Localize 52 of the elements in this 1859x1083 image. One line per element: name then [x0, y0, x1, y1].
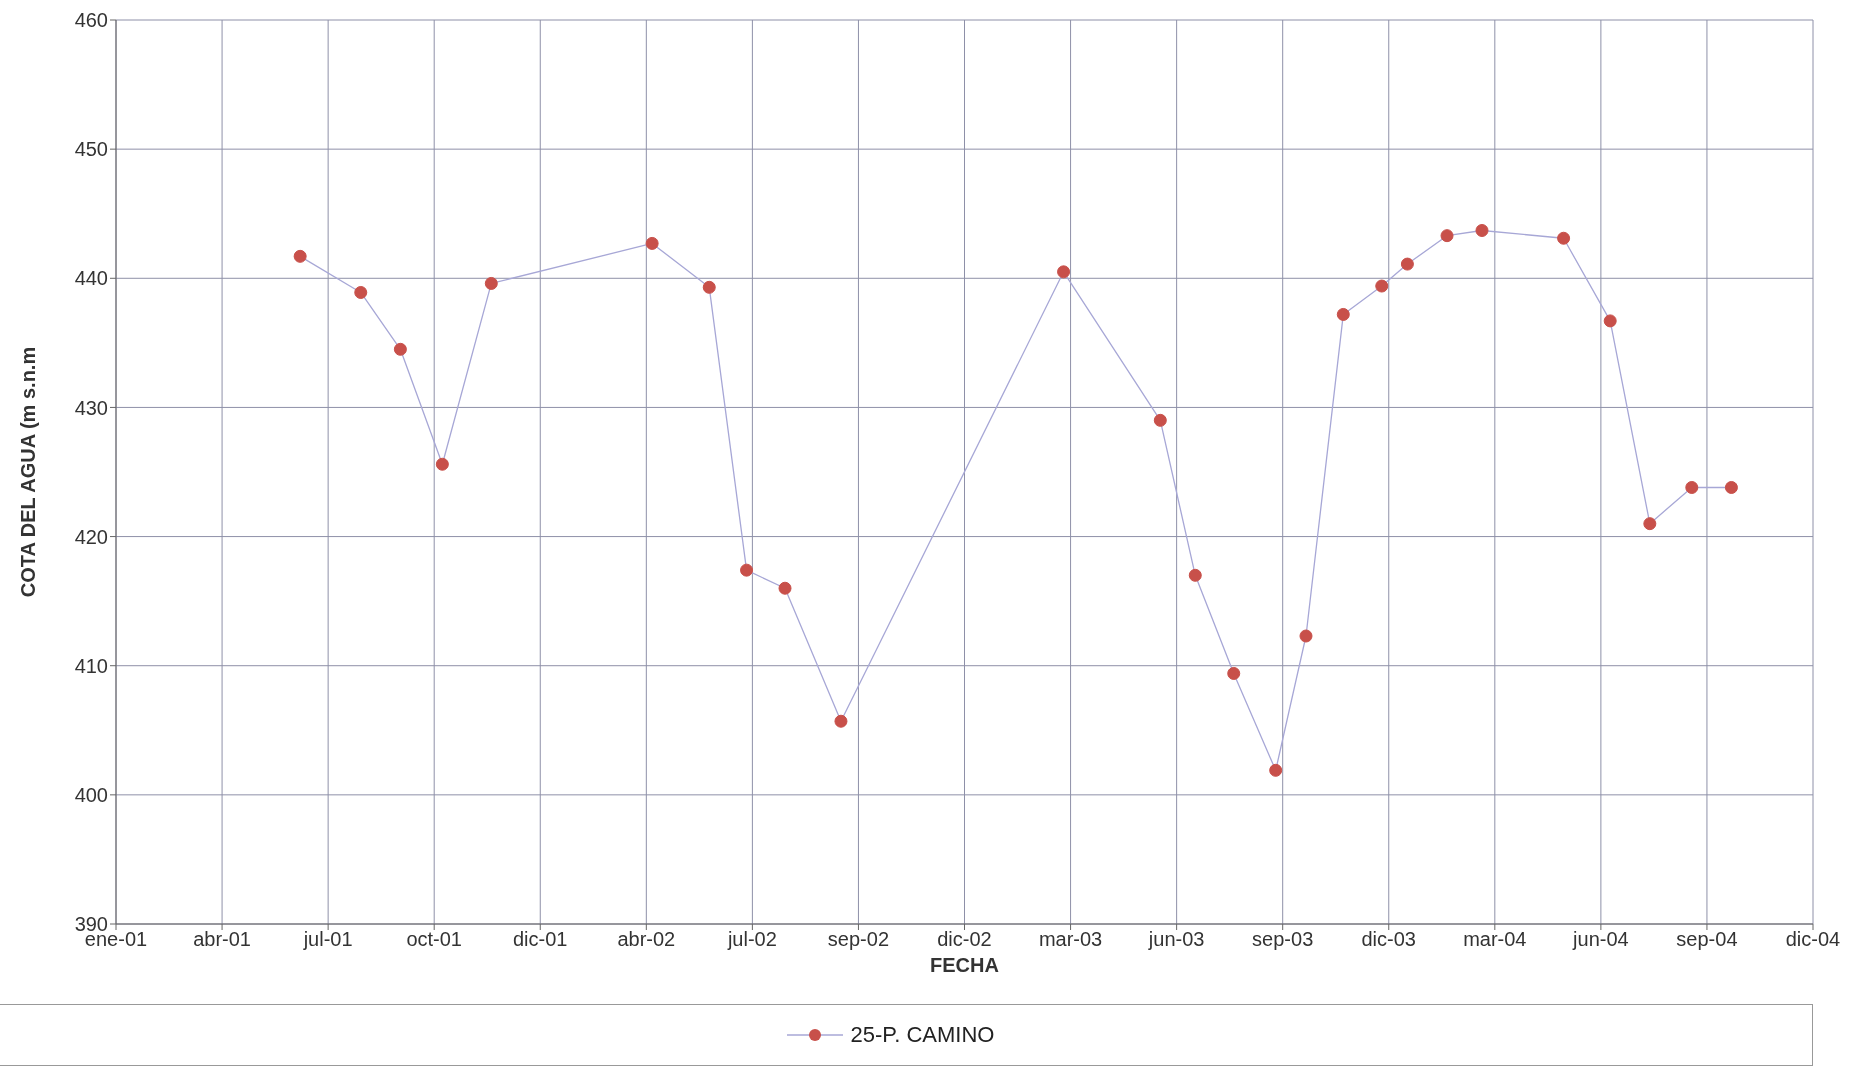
point: [354, 285, 368, 299]
y-tick-label: 440: [74, 267, 108, 290]
point: [1643, 517, 1657, 531]
y-tick-label: 450: [74, 138, 108, 161]
point: [1188, 568, 1202, 582]
x-tick-label: sep-03: [1252, 928, 1314, 951]
point: [1440, 229, 1454, 243]
y-tick-label: 430: [74, 396, 108, 419]
point: [1375, 279, 1389, 293]
x-tick-label: dic-02: [937, 928, 992, 951]
x-tick-label: jun-04: [1572, 928, 1629, 951]
y-axis-title: COTA DEL AGUA (m s.n.m: [17, 346, 40, 598]
x-tick-label: jun-03: [1147, 928, 1205, 951]
x-axis-title: FECHA: [930, 954, 999, 976]
legend-label: 25-P. CAMINO: [849, 1022, 995, 1048]
point: [1227, 666, 1241, 680]
point: [293, 249, 307, 263]
y-tick-label: 460: [74, 9, 108, 32]
point: [1299, 629, 1313, 643]
x-tick-label: mar-03: [1038, 928, 1103, 951]
x-tick-label: sep-04: [1676, 928, 1738, 951]
point: [1475, 224, 1489, 237]
x-tick-label: oct-01: [406, 928, 462, 951]
point: [1269, 763, 1283, 777]
x-tick-label: dic-03: [1361, 928, 1416, 951]
point: [1603, 314, 1617, 328]
point: [1557, 231, 1571, 245]
point: [778, 581, 792, 595]
x-tick-label: sep-02: [827, 928, 890, 951]
x-tick-label: dic-04: [1785, 928, 1841, 951]
point: [435, 457, 449, 471]
point: [1336, 307, 1350, 321]
point: [393, 342, 407, 356]
x-tick-label: jul-01: [302, 928, 353, 951]
x-tick-label: jul-02: [726, 928, 777, 951]
point: [645, 236, 659, 250]
y-tick-label: 410: [74, 654, 108, 677]
x-tick-label: abr-01: [193, 928, 251, 951]
point: [484, 276, 498, 290]
x-tick-label: dic-01: [513, 928, 568, 951]
point: [834, 714, 848, 728]
point: [702, 280, 716, 294]
point: [1724, 481, 1738, 494]
y-tick-label: 400: [74, 783, 108, 806]
point: [1685, 481, 1699, 494]
point: [1400, 257, 1414, 271]
point: [740, 563, 754, 577]
y-tick-label: 420: [74, 525, 108, 548]
point: [1057, 265, 1071, 279]
x-tick-label: abr-02: [617, 928, 676, 951]
point: [1153, 413, 1167, 427]
x-tick-label: mar-04: [1463, 928, 1527, 951]
